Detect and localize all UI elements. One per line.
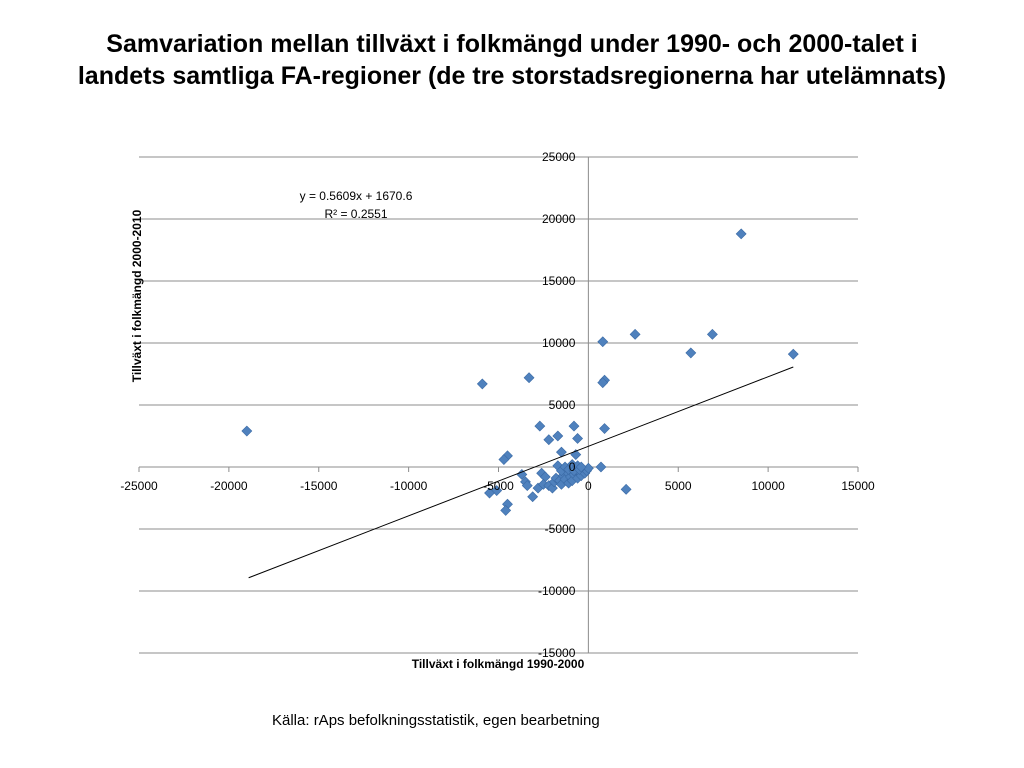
data-point (735, 228, 747, 240)
data-point (543, 434, 555, 446)
data-point (521, 480, 533, 492)
x-tick-label: -20000 (210, 479, 248, 493)
data-points (241, 228, 799, 516)
chart-title: Samvariation mellan tillväxt i folkmängd… (40, 28, 984, 92)
title-line-1: Samvariation mellan tillväxt i folkmängd… (106, 30, 918, 58)
x-tick-label: -10000 (390, 479, 428, 493)
data-point (787, 348, 799, 360)
data-point (685, 347, 697, 359)
y-tick-label: -5000 (545, 522, 576, 536)
y-tick-label: 25000 (542, 150, 576, 164)
data-point (599, 423, 610, 434)
data-point (620, 483, 632, 495)
x-tick-label: 5000 (665, 479, 692, 493)
data-point (527, 491, 539, 503)
x-tick-label: 10000 (751, 479, 785, 493)
y-tick-label: 15000 (542, 274, 576, 288)
source-note: Källa: rAps befolkningsstatistik, egen b… (272, 712, 600, 729)
y-tick-label: 5000 (549, 398, 576, 412)
title-line-2: landets samtliga FA-regioner (de tre sto… (77, 62, 947, 90)
x-tick-label: 0 (585, 479, 592, 493)
y-tick-label: 0 (569, 460, 576, 474)
y-tick-label: 10000 (542, 336, 576, 350)
data-point (523, 372, 535, 384)
gridlines (139, 156, 858, 654)
data-point (500, 504, 512, 516)
data-point (595, 461, 607, 473)
data-point (484, 487, 495, 499)
y-tick-label: -10000 (538, 584, 576, 598)
axes (138, 156, 859, 654)
data-point (534, 420, 546, 432)
data-point (597, 336, 609, 348)
data-point (575, 461, 587, 473)
x-tick-label: -5000 (483, 479, 514, 493)
y-tick-label: 20000 (542, 212, 576, 226)
data-point (706, 328, 718, 340)
data-point (597, 377, 609, 389)
data-point (629, 328, 641, 340)
data-point (568, 420, 580, 432)
trendline-equation: y = 0.5609x + 1670.6 (300, 189, 413, 203)
trendline-group (248, 366, 794, 579)
x-tick-label: -15000 (300, 479, 338, 493)
x-tick-label: -25000 (120, 479, 158, 493)
x-tick-label: 15000 (841, 479, 875, 493)
data-point (241, 425, 253, 437)
tick-labels: -25000 -20000 -15000 -10000 -5000 0 5000 10000 1… (120, 150, 875, 660)
y-tick-label: -15000 (538, 646, 576, 660)
trendline-r-squared: R² = 0.2551 (324, 207, 387, 221)
data-point (476, 378, 488, 390)
x-axis-label: Tillväxt i folkmängd 1990-2000 (412, 657, 585, 671)
y-axis-label: Tillväxt i folkmängd 2000-2010 (130, 209, 144, 382)
data-point (552, 430, 564, 442)
trendline (248, 366, 794, 579)
data-point (498, 454, 510, 465)
data-point (572, 433, 584, 444)
